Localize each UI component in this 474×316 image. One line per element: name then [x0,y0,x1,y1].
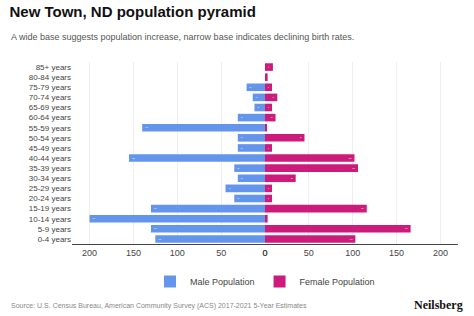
svg-text:25-29 years: 25-29 years [29,184,71,193]
svg-text:12: 12 [257,107,259,108]
svg-text:35: 35 [237,168,239,169]
svg-text:65-69 years: 65-69 years [29,103,71,112]
svg-text:40-44 years: 40-44 years [29,154,71,163]
svg-text:116: 116 [361,208,364,209]
svg-text:35: 35 [237,198,239,199]
svg-text:100: 100 [345,248,360,258]
svg-text:130: 130 [154,208,157,209]
svg-text:14: 14 [256,97,258,98]
svg-text:60-64 years: 60-64 years [29,113,71,122]
svg-text:200: 200 [82,248,97,258]
svg-text:35: 35 [291,178,293,179]
svg-text:8: 8 [268,87,269,88]
svg-text:85+ years: 85+ years [36,63,71,72]
svg-text:140: 140 [145,127,148,128]
svg-text:14: 14 [273,97,275,98]
svg-text:8: 8 [268,107,269,108]
svg-text:31: 31 [241,178,243,179]
svg-text:0-4 years: 0-4 years [38,235,71,244]
svg-text:21: 21 [250,87,252,88]
svg-text:20-24 years: 20-24 years [29,194,71,203]
svg-text:150: 150 [389,248,404,258]
svg-text:80-84 years: 80-84 years [29,73,71,82]
svg-text:31: 31 [241,148,243,149]
svg-text:150: 150 [126,248,141,258]
svg-text:70-74 years: 70-74 years [29,93,71,102]
svg-text:125: 125 [158,239,161,240]
svg-text:102: 102 [349,158,352,159]
svg-text:30-34 years: 30-34 years [29,174,71,183]
svg-text:55-59 years: 55-59 years [29,124,71,133]
svg-text:31: 31 [241,117,243,118]
svg-text:8: 8 [268,148,269,149]
svg-text:166: 166 [405,228,408,229]
svg-text:Female Population: Female Population [300,277,375,287]
svg-text:8: 8 [268,188,269,189]
svg-text:8: 8 [268,198,269,199]
svg-text:45: 45 [300,137,302,138]
svg-text:9: 9 [268,67,270,68]
svg-text:75-79 years: 75-79 years [29,83,71,92]
svg-text:35-39 years: 35-39 years [29,164,71,173]
svg-text:Neilsberg: Neilsberg [414,298,463,312]
svg-text:100: 100 [170,248,185,258]
svg-text:A wide base suggests populatio: A wide base suggests population increase… [11,32,354,42]
svg-text:106: 106 [352,168,355,169]
svg-text:45-49 years: 45-49 years [29,144,71,153]
svg-text:200: 200 [93,218,96,219]
svg-text:50: 50 [304,248,314,258]
svg-text:0: 0 [262,248,267,258]
svg-text:Source: U.S. Census Bureau, Am: Source: U.S. Census Bureau, American Com… [11,302,307,310]
svg-text:12: 12 [271,117,273,118]
svg-text:50-54 years: 50-54 years [29,134,71,143]
svg-text:45: 45 [229,188,231,189]
svg-text:0: 0 [262,248,267,258]
svg-text:50: 50 [216,248,226,258]
svg-text:200: 200 [433,248,448,258]
svg-text:5-9 years: 5-9 years [38,225,71,234]
svg-text:15-19 years: 15-19 years [29,204,71,213]
svg-text:103: 103 [350,239,353,240]
svg-text:10-14 years: 10-14 years [29,215,71,224]
svg-text:31: 31 [241,137,243,138]
svg-text:155: 155 [132,158,135,159]
svg-text:Male Population: Male Population [190,277,255,287]
svg-text:New Town, ND population pyrami: New Town, ND population pyramid [9,3,255,20]
svg-text:130: 130 [154,228,157,229]
